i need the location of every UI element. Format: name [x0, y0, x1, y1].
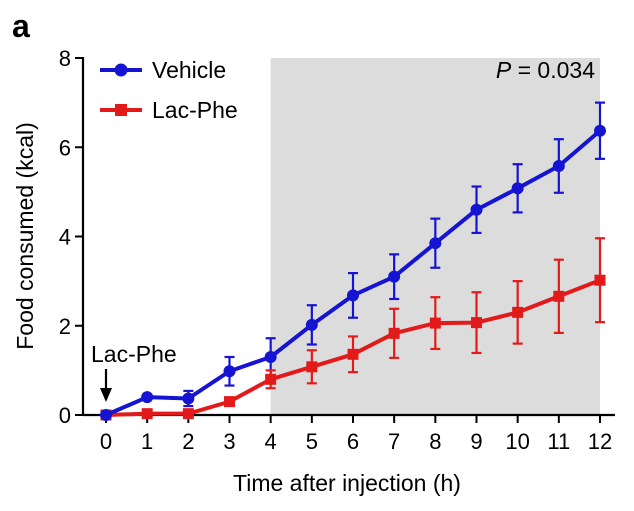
legend-marker-square	[115, 104, 127, 116]
data-point	[388, 270, 401, 283]
data-point	[224, 396, 235, 408]
data-point	[141, 408, 153, 420]
injection-annotation-label: Lac-Phe	[91, 341, 177, 367]
x-tick-label: 7	[388, 429, 400, 454]
x-tick-label: 5	[306, 429, 318, 454]
p-value-symbol: P	[496, 57, 512, 83]
x-tick-label: 3	[223, 429, 235, 454]
data-point	[512, 306, 524, 318]
data-point	[429, 237, 442, 250]
data-point	[141, 391, 154, 404]
data-point	[182, 392, 195, 405]
data-point	[306, 361, 318, 373]
x-tick-label: 4	[265, 429, 277, 454]
legend-marker-circle	[114, 63, 128, 77]
x-tick-label: 1	[141, 429, 153, 454]
x-tick-label: 9	[470, 429, 482, 454]
legend-label: Lac-Phe	[152, 97, 238, 123]
x-tick-label: 10	[505, 429, 529, 454]
data-point	[347, 348, 359, 360]
panel-label: a	[12, 8, 30, 44]
data-point	[470, 203, 483, 216]
data-point	[511, 182, 524, 195]
x-tick-label: 11	[547, 429, 570, 454]
y-tick-label: 2	[59, 314, 71, 339]
data-point	[223, 365, 236, 378]
series	[100, 124, 606, 421]
data-point	[552, 159, 565, 172]
data-point	[264, 350, 277, 363]
data-point	[553, 290, 565, 302]
data-point	[471, 317, 482, 329]
arrow-head	[100, 388, 112, 402]
x-tick-label: 8	[429, 429, 441, 454]
data-point	[100, 409, 112, 421]
y-tick-label: 6	[59, 135, 71, 160]
injection-arrow-icon	[100, 369, 112, 402]
p-value-annotation: P = 0.034	[496, 57, 595, 83]
y-tick-label: 8	[59, 46, 71, 71]
x-tick-label: 2	[182, 429, 194, 454]
x-axis-label: Time after injection (h)	[233, 470, 461, 496]
y-axis-label: Food consumed (kcal)	[12, 122, 38, 350]
data-point	[594, 274, 606, 286]
data-point	[305, 318, 318, 331]
x-tick-label: 12	[588, 429, 612, 454]
y-tick-label: 0	[59, 403, 71, 428]
x-tick-label: 0	[100, 429, 112, 454]
y-tick-label: 4	[59, 225, 71, 250]
legend: Vehicle Lac-Phe	[100, 57, 238, 123]
legend-label: Vehicle	[152, 57, 226, 83]
data-point	[347, 289, 359, 302]
data-point	[265, 373, 277, 385]
x-tick-label: 6	[347, 429, 359, 454]
data-point	[429, 317, 441, 329]
data-point	[594, 124, 606, 137]
data-point	[182, 408, 194, 420]
data-point	[388, 327, 400, 339]
p-value-number: = 0.034	[511, 57, 595, 83]
